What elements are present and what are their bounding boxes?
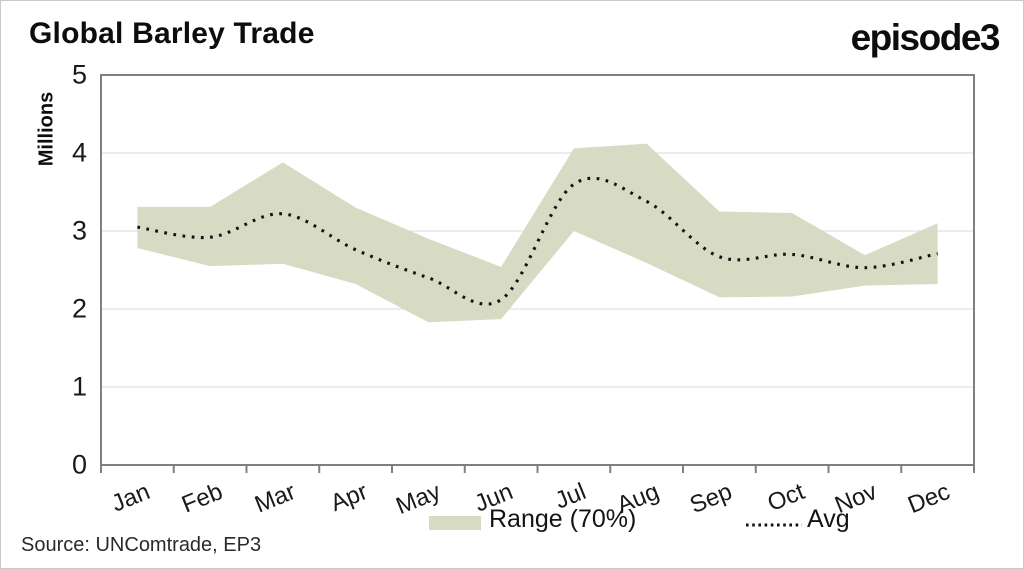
y-axis-tick-label: 4: [71, 137, 87, 168]
chart-title: Global Barley Trade: [29, 17, 315, 50]
y-axis-tick-label: 5: [71, 59, 87, 90]
brand-logo: episode3: [850, 17, 1001, 58]
y-axis-tick-label: 1: [71, 371, 87, 402]
y-axis-tick-label: 0: [71, 449, 87, 480]
legend-avg-label: Avg: [807, 505, 850, 533]
avg-line: [137, 176, 938, 306]
range-swatch-icon: [429, 516, 481, 530]
legend-range-label: Range (70%): [489, 505, 637, 533]
y-axis-tick-label: 3: [71, 215, 87, 246]
range-band: [137, 143, 938, 323]
y-axis-tick-label: 2: [71, 293, 87, 324]
avg-line-icon: [746, 523, 802, 527]
source-note: Source: UNComtrade, EP3: [21, 534, 262, 556]
